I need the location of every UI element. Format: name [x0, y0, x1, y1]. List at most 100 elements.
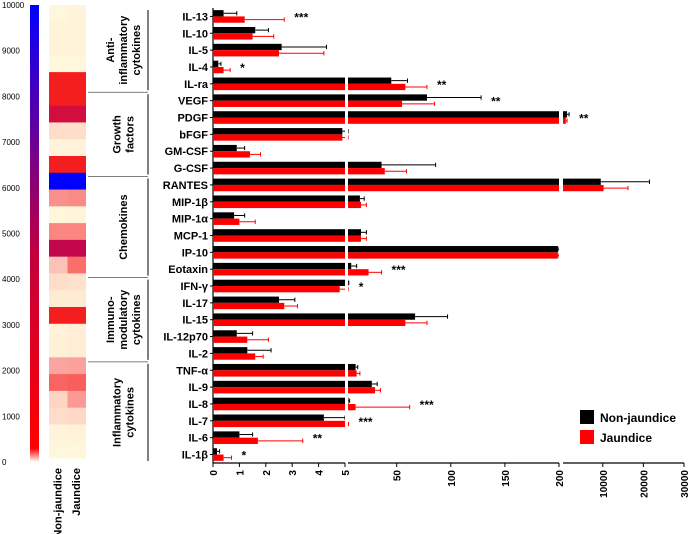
bar-jaundice: [213, 387, 376, 394]
colorbar-tick-label: 9000: [2, 47, 20, 56]
heatmap-cell: [49, 55, 68, 73]
colorbar-tick-label: 5000: [2, 230, 20, 239]
bar-jaundice: [213, 83, 406, 91]
heatmap-cell: [49, 5, 68, 23]
legend-label: Non-jaundice: [600, 411, 676, 425]
bar-non-jaundice: [213, 229, 361, 236]
bar-jaundice: [213, 420, 345, 428]
bar-non-jaundice: [213, 431, 240, 438]
group-label: Immuno-: [105, 296, 117, 343]
heatmap-cell: [67, 407, 86, 425]
axis-break-gap: [559, 8, 563, 462]
heatmap-cell: [67, 206, 86, 224]
row-label: Eotaxin: [168, 264, 208, 276]
legend-label: Jaundice: [600, 431, 652, 445]
bar-jaundice: [213, 117, 566, 124]
x-tick-label: 20000: [639, 470, 650, 498]
bar-jaundice: [213, 454, 224, 461]
heatmap-cell: [49, 88, 68, 107]
x-tick-label: 30000: [680, 470, 691, 498]
significance-marker: *: [240, 61, 245, 75]
heatmap-cell: [49, 407, 68, 425]
heatmap-cell: [49, 105, 68, 123]
heatmap-cell: [49, 424, 68, 442]
significance-marker: ***: [392, 263, 406, 277]
heatmap-column-label: Jaundice: [71, 468, 83, 516]
heatmap-cell: [67, 357, 86, 375]
row-label: IL-9: [188, 382, 208, 394]
bar-non-jaundice: [213, 296, 279, 303]
row-label: IL-12p70: [163, 332, 208, 344]
bar-jaundice: [213, 286, 340, 293]
bar-non-jaundice: [213, 111, 568, 118]
heatmap-cell: [67, 374, 86, 392]
row-label: MCP-1: [174, 230, 208, 242]
bar-jaundice: [213, 252, 558, 259]
bar-non-jaundice: [213, 144, 237, 152]
heatmap-cell: [67, 72, 86, 90]
row-label: IL-6: [188, 433, 208, 445]
row-label: bFGF: [179, 129, 208, 141]
colorbar-tick-label: 1000: [2, 412, 20, 421]
group-label: cytokines: [131, 294, 143, 345]
heatmap-cell: [67, 307, 86, 325]
bar-non-jaundice: [213, 414, 324, 421]
x-tick-label: 4: [315, 470, 326, 476]
heatmap-cell: [49, 206, 68, 224]
heatmap-cell: [49, 189, 68, 207]
x-tick-label: 5: [341, 470, 352, 476]
row-label: TNF-α: [176, 365, 208, 377]
bar-non-jaundice: [213, 26, 256, 34]
bar-jaundice: [213, 269, 369, 276]
bar-non-jaundice: [213, 178, 601, 185]
heatmap-cell: [49, 256, 68, 274]
bar-non-jaundice: [213, 128, 343, 135]
row-label: IL-10: [182, 28, 208, 40]
colorbar-tick-label: 10000: [2, 1, 25, 10]
heatmap-cell: [49, 390, 68, 409]
group-label: Anti-: [105, 37, 117, 62]
axis-break-gap: [345, 8, 348, 462]
heatmap-cell: [67, 424, 86, 442]
significance-marker: *: [241, 449, 246, 463]
heatmap-cell: [67, 390, 86, 409]
bar-non-jaundice: [213, 330, 237, 337]
bar-jaundice: [213, 370, 357, 377]
heatmap-cell: [49, 340, 68, 358]
heatmap-cell: [49, 239, 68, 258]
legend-swatch: [580, 410, 594, 424]
heatmap-cell: [67, 122, 86, 140]
x-tick-label: 0: [209, 470, 220, 476]
bar-non-jaundice: [213, 448, 217, 455]
heatmap-cell: [67, 5, 86, 23]
bar-non-jaundice: [213, 397, 349, 404]
heatmap-cell: [67, 256, 86, 274]
group-label: modulatory: [118, 289, 130, 350]
heatmap-cell: [49, 38, 68, 56]
bar-jaundice: [213, 218, 240, 225]
heatmap-cell: [67, 105, 86, 123]
bar-non-jaundice: [213, 380, 372, 388]
row-label: IL-7: [188, 416, 208, 428]
bar-non-jaundice: [213, 347, 248, 354]
significance-marker: *: [359, 280, 364, 294]
heatmap-cell: [49, 72, 68, 90]
heatmap-cell: [67, 139, 86, 157]
significance-marker: **: [579, 112, 589, 126]
heatmap-cell: [49, 223, 68, 241]
x-tick-label: 3: [288, 470, 299, 476]
significance-marker: ***: [359, 415, 373, 429]
heatmap-cell: [49, 307, 68, 325]
heatmap-cell: [49, 21, 68, 39]
x-tick-label: 200: [555, 470, 566, 487]
bar-jaundice: [213, 184, 604, 192]
row-label: IL-8: [188, 399, 208, 411]
heatmap-cell: [49, 441, 68, 459]
heatmap-cell: [67, 273, 86, 291]
heatmap-cell: [67, 156, 86, 174]
bar-jaundice: [213, 134, 343, 141]
group-label: Inflammatory: [112, 377, 124, 447]
row-label: GM-CSF: [165, 146, 209, 158]
x-tick-label: 1: [235, 470, 246, 476]
bar-non-jaundice: [213, 246, 558, 253]
